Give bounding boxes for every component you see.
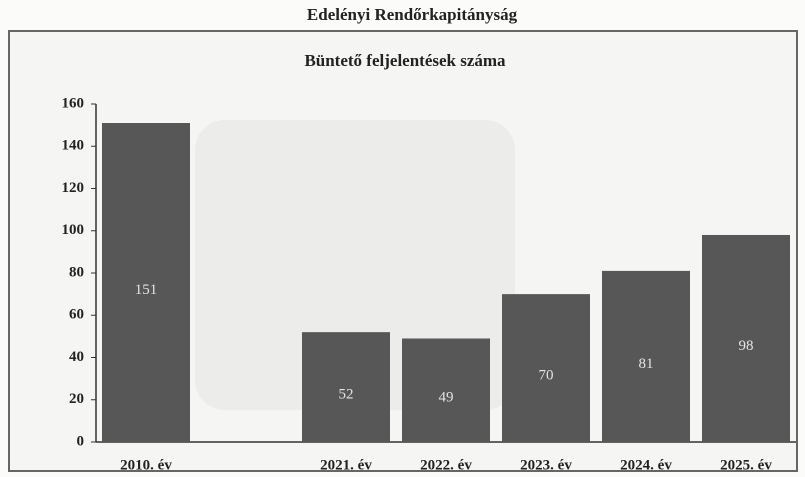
x-tick-label: 2022. év (420, 457, 472, 473)
chart-subtitle: Büntető feljelentések száma (304, 51, 506, 70)
y-tick-label: 160 (62, 95, 85, 111)
value-label: 52 (339, 387, 354, 403)
watermark (195, 120, 515, 410)
value-label: 49 (439, 390, 454, 406)
chart-title: Edelényi Rendőrkapitányság (307, 5, 518, 24)
bar (702, 234, 790, 442)
bar (402, 338, 490, 442)
bar (502, 294, 590, 442)
x-tick-label: 2025. év (720, 457, 772, 473)
y-tick-label: 140 (62, 138, 85, 154)
x-tick-label: 2023. év (520, 457, 572, 473)
y-tick-label: 100 (62, 222, 85, 238)
value-label: 70 (539, 368, 554, 384)
y-tick-label: 40 (69, 349, 84, 365)
x-tick-label: 2010. év (120, 457, 172, 473)
y-tick-label: 120 (62, 180, 85, 196)
bar (302, 332, 390, 442)
y-tick-label: 0 (77, 433, 85, 449)
value-label: 151 (135, 282, 158, 298)
value-label: 81 (639, 356, 654, 372)
y-tick-label: 20 (69, 391, 84, 407)
y-tick-label: 80 (69, 264, 84, 280)
value-label: 98 (739, 338, 754, 354)
x-tick-label: 2024. év (620, 457, 672, 473)
x-tick-label: 2021. év (320, 457, 372, 473)
bar (102, 123, 190, 442)
y-tick-label: 60 (69, 307, 84, 323)
bar (602, 270, 690, 442)
